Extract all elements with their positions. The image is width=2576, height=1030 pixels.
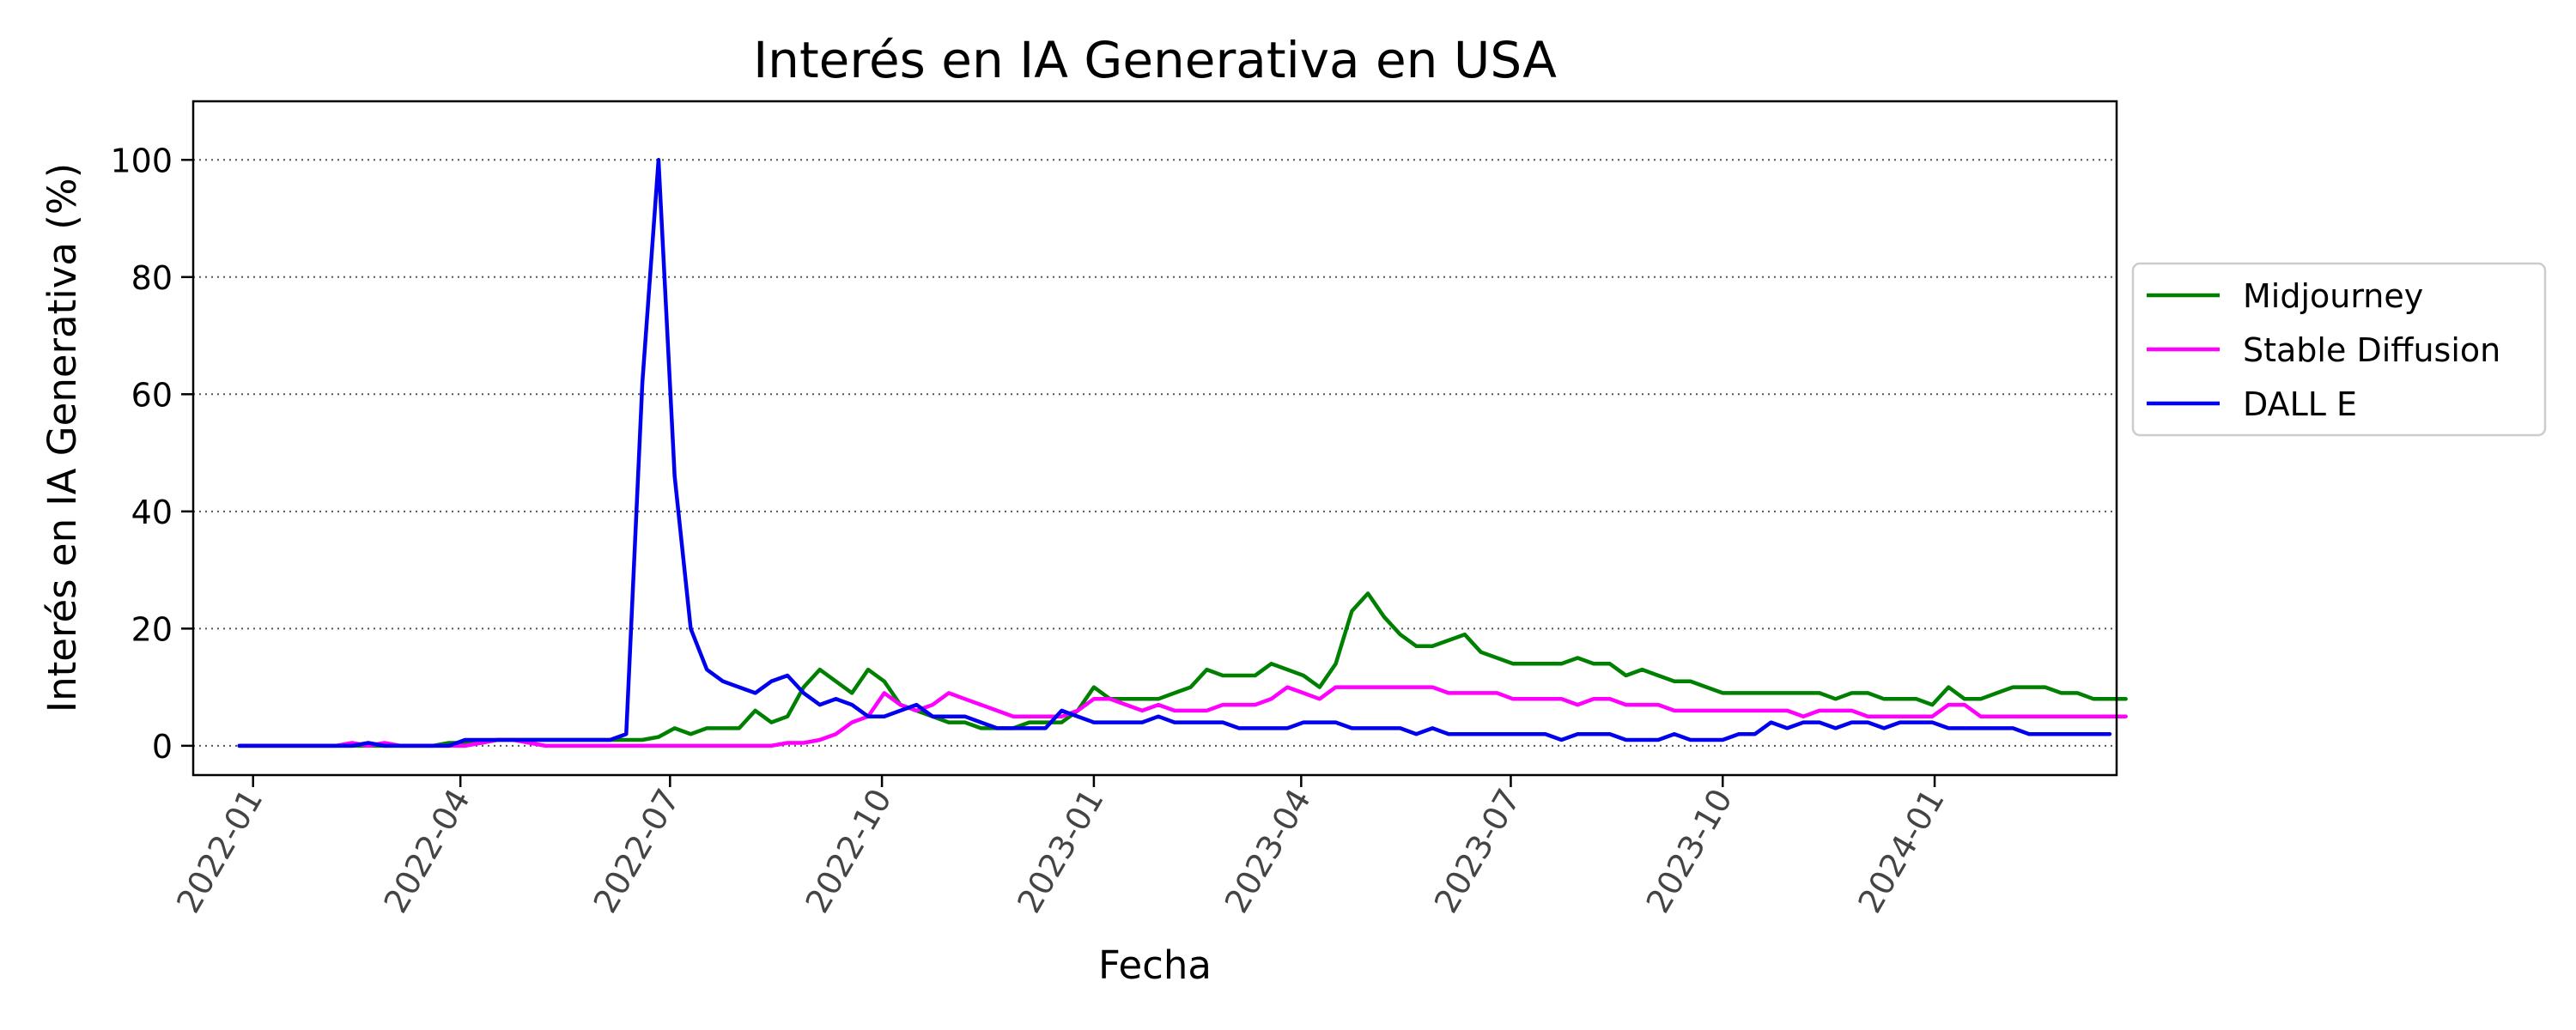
chart-title: Interés en IA Generativa en USA: [753, 31, 1557, 89]
y-tick-label: 100: [110, 142, 173, 179]
y-tick-label: 0: [152, 728, 173, 766]
x-axis-label: Fecha: [1098, 942, 1212, 988]
y-tick-label: 60: [131, 376, 173, 414]
series-line-dall-e: [237, 158, 2112, 748]
y-tick-label: 40: [131, 494, 173, 531]
legend-label-stable-diffusion: Stable Diffusion: [2243, 331, 2500, 369]
y-axis: 0 20 40 60 80 100: [110, 142, 193, 766]
y-tick-label: 80: [131, 259, 173, 297]
plot-frame: [191, 100, 2118, 777]
grid-lines: [193, 159, 2117, 747]
legend-label-midjourney: Midjourney: [2243, 277, 2423, 315]
legend-frame: [2131, 262, 2547, 437]
series-line-stable-diffusion: [237, 685, 2128, 748]
series-lines: [237, 158, 2128, 748]
legend-label-dall-e: DALL E: [2243, 385, 2357, 423]
y-axis-label: Interés en IA Generativa (%): [39, 163, 85, 712]
y-tick-label: 20: [131, 610, 173, 648]
legend: Midjourney Stable Diffusion DALL E: [2131, 262, 2547, 437]
